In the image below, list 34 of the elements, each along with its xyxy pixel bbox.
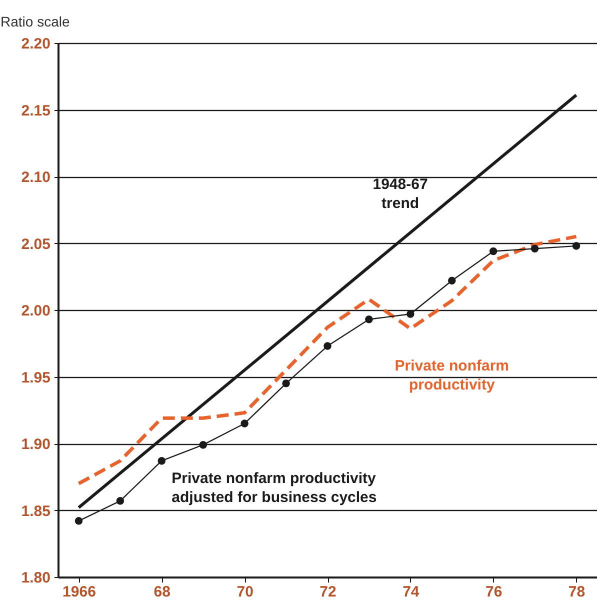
y-tick-label: 2.00 [21,302,50,320]
point [240,420,248,428]
y-tick-label: 2.05 [21,236,50,253]
y-tick-label: 1.95 [21,369,50,386]
point [158,456,166,465]
y-tick-label: 2.20 [21,36,50,52]
point [365,315,373,324]
line-series [76,234,578,486]
x-tick-label: 78 [568,584,586,600]
series-label: 1948-67 trend [372,176,428,212]
x-tick-label: 68 [154,584,170,600]
point [282,380,290,388]
y-tick-label: 2.15 [21,102,50,120]
text: Private nonfarm productivity [394,358,509,394]
point [530,244,539,252]
point [448,276,456,284]
y-axis-title: Ratio scale [0,14,70,30]
point [116,497,124,505]
point [74,517,83,525]
point [324,342,332,350]
x-tick-label: 1966 [62,584,96,600]
point [489,247,498,256]
y-tick-label: 1.90 [21,436,50,453]
x-tick-label: 76 [486,584,502,600]
point [406,310,414,318]
x-tick-label: 70 [236,584,254,600]
y-tick-label: 2.10 [21,169,50,186]
x-tick-label: 72 [320,584,336,600]
y-tick-label: 1.85 [21,502,50,520]
x-tick-label: 74 [402,584,420,600]
point [199,440,207,449]
y-tick-label: 1.80 [21,570,50,586]
point [572,242,580,250]
series-label: Private nonfarm productivity adjusted for business cycles [172,470,377,506]
